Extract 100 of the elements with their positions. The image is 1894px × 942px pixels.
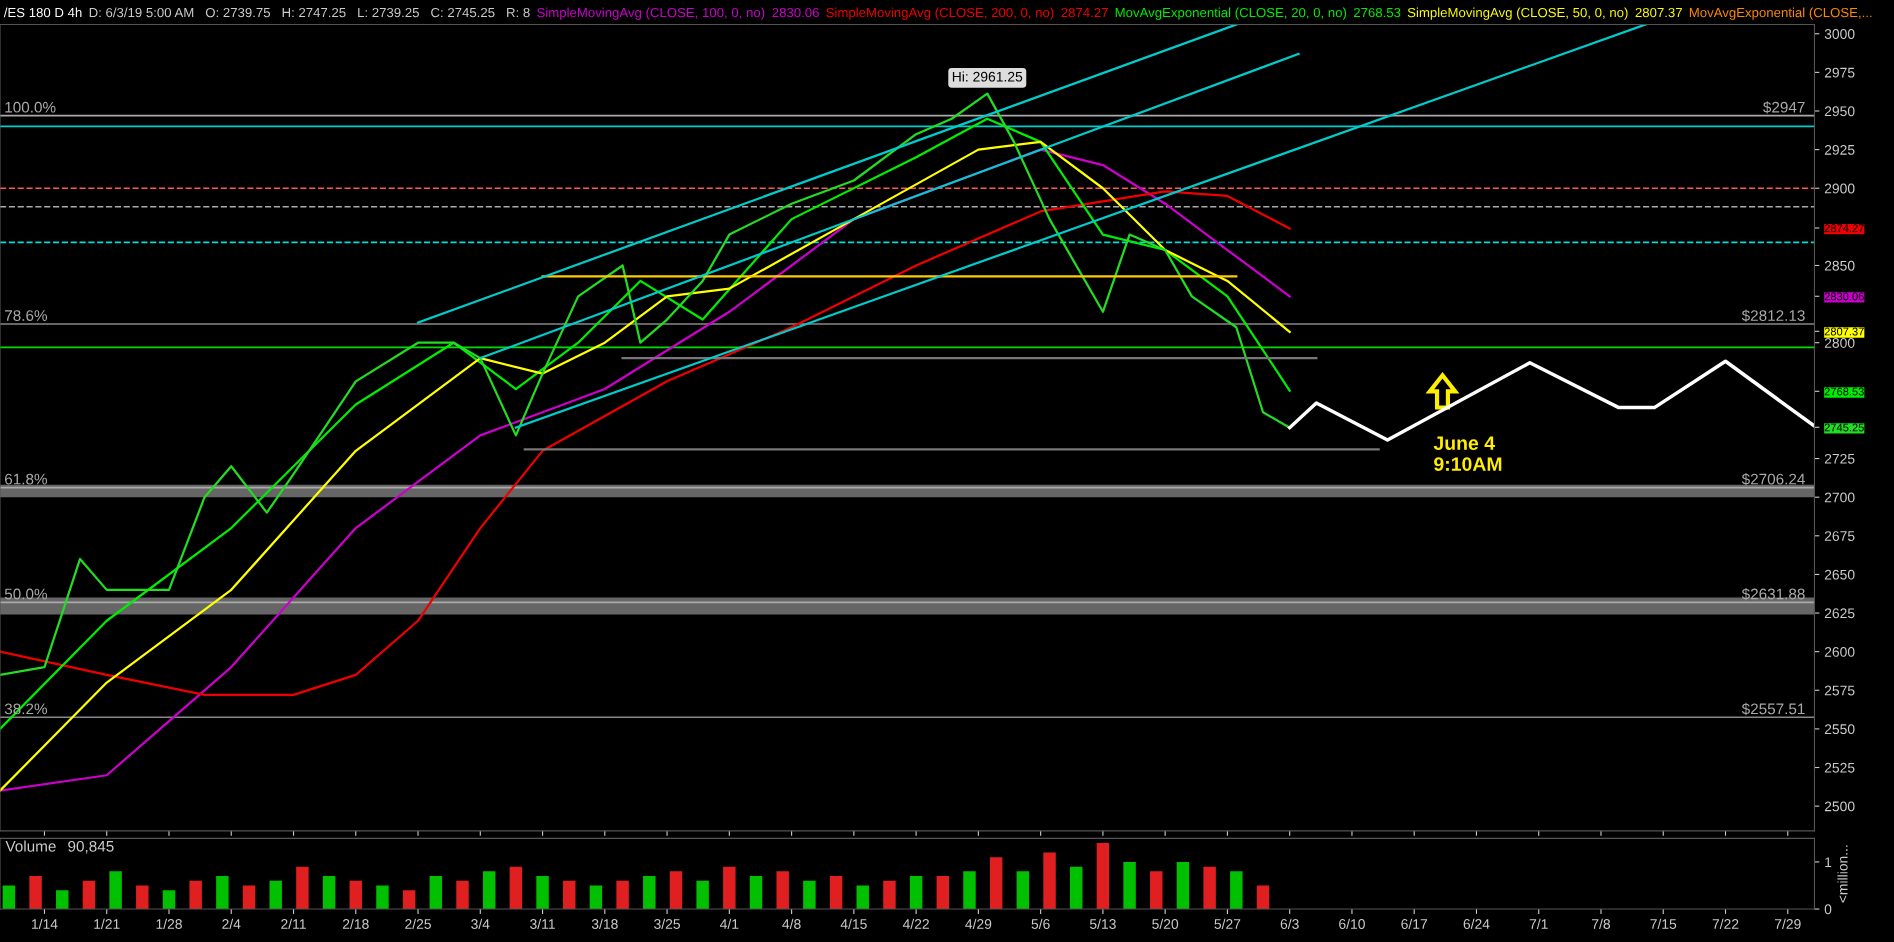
x-tick-label: 6/17 — [1401, 918, 1428, 929]
bar — [989, 857, 1003, 910]
bar — [1176, 861, 1190, 910]
x-tick-label: 4/8 — [782, 918, 801, 929]
bar — [563, 880, 576, 910]
x-tick-label: 2/4 — [222, 918, 241, 929]
y-tick-label: 0 — [1824, 904, 1832, 915]
x-tick-label: 7/22 — [1712, 918, 1739, 929]
x-tick-label: 5/20 — [1152, 918, 1179, 929]
y-tick-label: 2675 — [1824, 531, 1855, 541]
x-tick-label: 7/8 — [1592, 918, 1611, 929]
y-tick-label: 1 — [1825, 857, 1832, 867]
bar — [616, 880, 629, 910]
bar — [296, 866, 309, 910]
bar — [803, 880, 816, 910]
bar — [696, 880, 709, 910]
x-tick-label: 4/1 — [720, 918, 739, 929]
x-tick-label: 7/15 — [1650, 918, 1677, 929]
text: 2830.06 — [772, 7, 819, 18]
x-tick-label: 3/11 — [530, 918, 555, 929]
y-tick-label: 3000 — [1824, 29, 1855, 39]
bar — [643, 876, 656, 910]
bar — [82, 880, 96, 910]
bar — [376, 885, 389, 910]
annotation: 61.8% — [5, 473, 48, 485]
text: 2807.37 — [1635, 7, 1682, 18]
x-tick-label: 5/27 — [1214, 918, 1241, 929]
chart-subtitle: 90,845 — [68, 840, 114, 854]
bar — [1230, 871, 1243, 910]
text: SimpleMovingAvg (CLOSE, 200, 0, no) — [826, 7, 1054, 20]
annotation: 100.0% — [5, 101, 56, 113]
y-tick-label: 2700 — [1824, 492, 1855, 503]
x-tick-label: 6/24 — [1463, 918, 1490, 929]
bar — [1069, 866, 1083, 910]
y-tick-label: 2874.27 — [1824, 224, 1864, 233]
bar — [749, 876, 763, 910]
bar — [536, 876, 549, 910]
bar — [909, 876, 923, 910]
bar — [216, 876, 229, 910]
x-tick-label: 4/22 — [902, 918, 929, 929]
y-tick-label: 2850 — [1824, 260, 1855, 271]
bar — [349, 880, 362, 910]
y-tick-label: 2725 — [1824, 453, 1855, 464]
y-tick-label: 2600 — [1824, 646, 1855, 657]
annotation: Hi: 2961.25 — [952, 71, 1023, 82]
bar — [242, 885, 256, 910]
y-tick-label: 2575 — [1824, 685, 1855, 696]
x-tick-label: 7/29 — [1774, 918, 1801, 929]
x-tick-label: 2/11 — [281, 918, 306, 929]
annotation: 78.6% — [5, 310, 48, 321]
x-tick-label: 5/6 — [1031, 918, 1050, 929]
x-tick-label: 3/4 — [471, 918, 490, 929]
bar — [1043, 852, 1056, 910]
y-tick-label: 2925 — [1824, 144, 1855, 155]
bar — [776, 871, 789, 910]
bar — [162, 890, 176, 910]
x-tick-label: 4/15 — [840, 918, 867, 929]
y-axis-title: <million... — [1837, 845, 1848, 903]
y-tick-label: 2975 — [1824, 67, 1855, 78]
annotation: 50.0% — [4, 588, 48, 600]
bar — [482, 871, 496, 910]
ref-line-label: $2947 — [1763, 101, 1805, 114]
x-tick-label: 4/29 — [965, 918, 992, 929]
bar — [269, 880, 282, 910]
bar — [723, 866, 736, 910]
x-tick-label: 6/10 — [1339, 918, 1365, 929]
ref-line-label: $2557.51 — [1741, 702, 1805, 716]
bar — [29, 876, 42, 910]
bar — [1256, 885, 1270, 910]
y-tick-label: 2625 — [1824, 608, 1855, 619]
bar — [1150, 871, 1163, 910]
bar — [109, 871, 122, 910]
bar — [1096, 843, 1110, 910]
x-tick-label: 1/14 — [32, 918, 58, 929]
x-tick-label: 6/3 — [1280, 918, 1299, 929]
y-tick-label: 2745.25 — [1824, 423, 1864, 432]
bar — [509, 866, 523, 910]
y-tick-label: 2900 — [1824, 183, 1855, 194]
ref-line-label: $2631.88 — [1741, 587, 1805, 601]
bar — [669, 871, 683, 910]
text: 2768.53 — [1353, 7, 1401, 18]
y-tick-label: 2525 — [1824, 762, 1855, 773]
bar — [589, 885, 603, 910]
chart-title: Volume — [5, 840, 56, 852]
x-tick-label: 1/21 — [94, 918, 120, 929]
y-tick-label: 2550 — [1824, 724, 1855, 735]
text: MovAvgExponential (CLOSE, 20, 0, no) — [1115, 7, 1347, 20]
bar — [1016, 871, 1030, 910]
x-tick-label: 3/18 — [591, 918, 618, 929]
ref-line-label: $2706.24 — [1741, 473, 1805, 486]
annotation: June 4 9:10AM — [1433, 436, 1502, 471]
bar — [829, 876, 843, 910]
text: SimpleMovingAvg (CLOSE, 50, 0, no) — [1407, 7, 1628, 20]
y-tick-label: 2768.53 — [1824, 387, 1864, 396]
bar — [136, 885, 149, 910]
x-tick-label: 2/18 — [342, 918, 369, 929]
x-tick-label: 1/28 — [156, 918, 182, 929]
bar — [1203, 866, 1216, 910]
bar — [56, 890, 69, 910]
x-tick-label: 2/25 — [405, 918, 431, 929]
